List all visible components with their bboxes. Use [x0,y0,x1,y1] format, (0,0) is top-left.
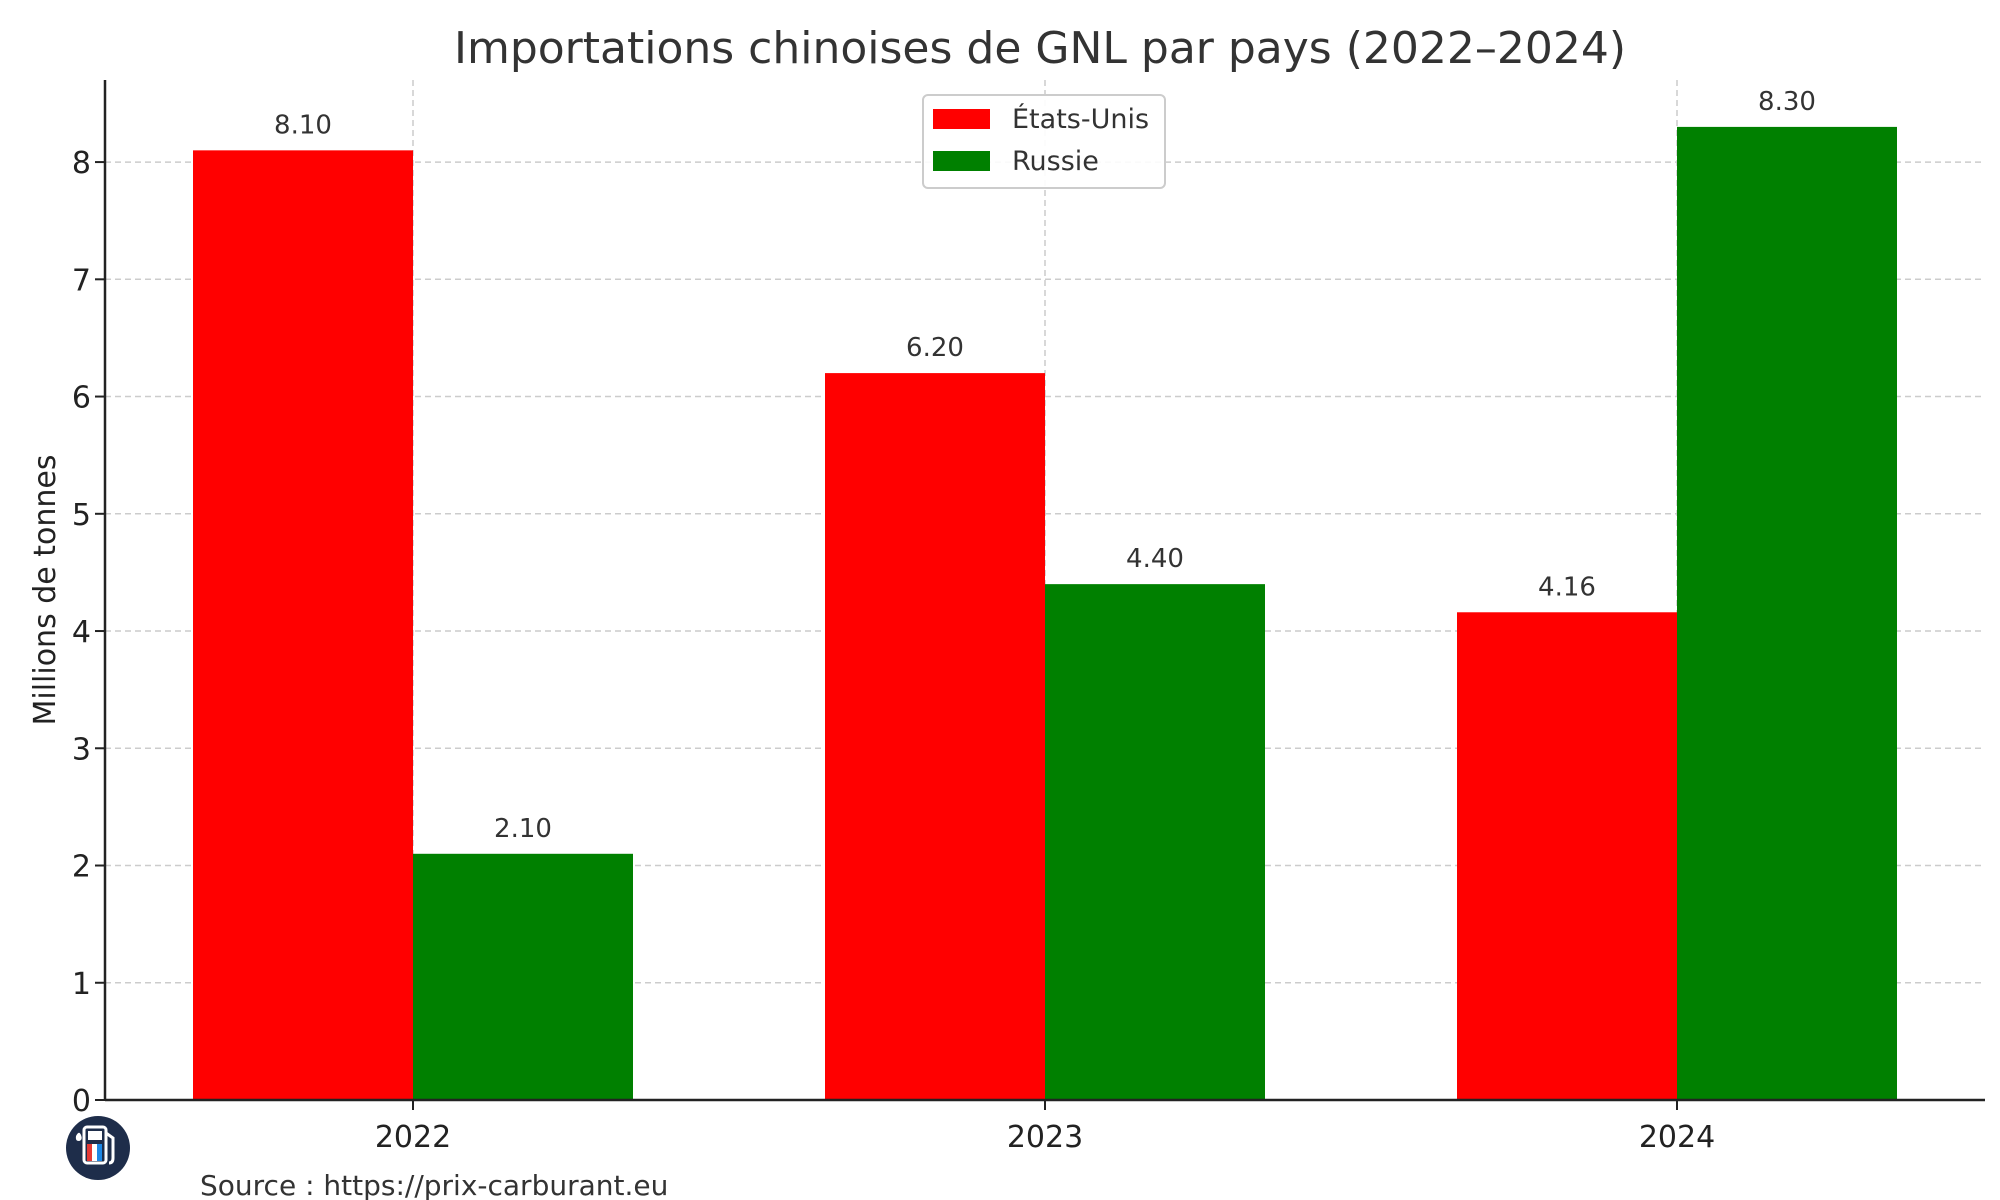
tick-labels: 0 1 2 3 4 5 6 7 8 2022 2023 2024 [72,146,1715,1155]
x-tick-label: 2024 [1639,1120,1715,1155]
bar [413,853,633,1100]
source-note: Source : https://prix-carburant.eu [200,1169,668,1200]
axes [95,80,1985,1110]
bars [193,126,1897,1101]
y-tick-label: 1 [72,967,91,1002]
bar [1677,126,1897,1101]
y-tick-label: 0 [72,1084,91,1119]
bar [1457,612,1677,1100]
x-tick-label: 2023 [1007,1120,1083,1155]
y-tick-label: 5 [72,498,91,533]
y-tick-label: 7 [72,263,91,298]
data-label: 6.20 [906,333,964,363]
x-tick-label: 2022 [375,1120,451,1155]
data-label: 2.10 [494,814,552,844]
y-axis-label: Millions de tonnes [28,454,63,725]
y-tick-label: 3 [72,732,91,767]
data-label: 8.30 [1758,87,1816,117]
bar [825,373,1045,1100]
data-label: 4.16 [1538,572,1596,602]
bar [193,150,413,1100]
y-tick-label: 8 [72,146,91,181]
legend-label-russie: Russie [1012,146,1099,177]
y-tick-label: 6 [72,381,91,416]
legend-label-etats-unis: États-Unis [1012,103,1149,135]
y-tick-label: 2 [72,850,91,885]
data-label: 4.40 [1126,544,1184,574]
bar [1045,584,1265,1100]
legend: États-Unis Russie [922,94,1166,189]
data-label: 8.10 [274,110,332,140]
fuel-pump-icon [66,1116,130,1180]
legend-swatch-russie [933,151,990,171]
value-labels: 8.10 6.20 4.16 2.10 4.40 8.30 [274,87,1816,844]
legend-swatch-etats-unis [933,109,990,129]
chart-title: Importations chinoises de GNL par pays (… [454,23,1626,74]
y-tick-label: 4 [72,615,91,650]
